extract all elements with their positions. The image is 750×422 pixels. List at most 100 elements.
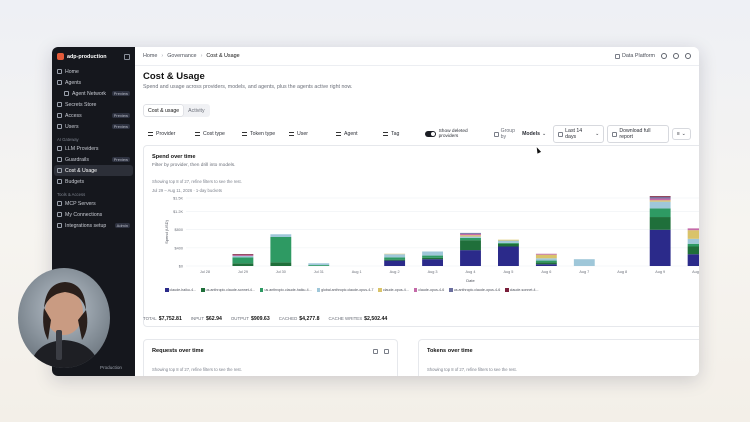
sidebar-item-home[interactable]: Home bbox=[52, 66, 135, 77]
sidebar-item-agent-network[interactable]: Agent Network Preview bbox=[52, 88, 135, 99]
filter-label: Token type bbox=[250, 131, 276, 137]
guardrails-icon bbox=[57, 157, 62, 162]
tokens-over-time-card: Tokens over time Showing top 8 of 27, re… bbox=[418, 339, 699, 376]
legend-label: us.anthropic.claude-sonnet-4... bbox=[205, 288, 255, 293]
total-label: OUTPUT bbox=[230, 316, 249, 321]
legend-label: claude-opus-4... bbox=[382, 288, 409, 293]
chart-legend: claude-haiku-4... us.anthropic.claude-son… bbox=[165, 288, 539, 292]
group-by-select[interactable]: Group by Models ⌄ bbox=[489, 126, 551, 142]
sidebar-item-label: LLM Providers bbox=[65, 145, 99, 152]
sidebar-item-label: Guardrails bbox=[65, 156, 89, 163]
requests-card-actions bbox=[373, 349, 389, 354]
legend-item[interactable]: us.anthropic.claude-sonnet-4... bbox=[201, 288, 255, 292]
workspace-switcher[interactable]: adp-production bbox=[52, 51, 135, 66]
filter-icon bbox=[289, 132, 294, 136]
platform-label: Data Platform bbox=[622, 53, 655, 59]
spend-card-range: Jul 29 – Aug 11, 2026 · 1-day buckets bbox=[152, 188, 222, 193]
filter-label: Agent bbox=[344, 131, 358, 137]
legend-item[interactable]: us.anthropic.claude-opus-4-6 bbox=[449, 288, 500, 292]
legend-item[interactable]: claude-haiku-4... bbox=[165, 288, 196, 292]
legend-item[interactable]: claude-opus-4... bbox=[378, 288, 409, 293]
filter-user[interactable]: User bbox=[284, 129, 328, 139]
sidebar-item-label: Agent Network bbox=[72, 90, 107, 97]
sidebar-item-agents[interactable]: Agents bbox=[52, 77, 135, 88]
total-label: CACHE WRITES bbox=[328, 316, 363, 321]
llm-providers-icon bbox=[57, 146, 62, 151]
filter-icon bbox=[383, 132, 388, 136]
date-range-select[interactable]: Last 14 days ⌄ bbox=[553, 125, 605, 143]
spend-card-note: Showing top 8 of 27, refine filters to s… bbox=[152, 179, 242, 184]
agents-icon bbox=[57, 80, 62, 85]
sidebar-item-my-connections[interactable]: My Connections bbox=[52, 209, 135, 220]
tab-cost-usage[interactable]: Cost & usage bbox=[144, 105, 184, 116]
tokens-card-title: Tokens over time bbox=[427, 348, 473, 354]
sidebar-item-secrets-store[interactable]: Secrets Store bbox=[52, 99, 135, 110]
legend-label: us.anthropic.claude-opus-4-6 bbox=[453, 288, 501, 293]
sidebar-item-integrations-setup[interactable]: Integrations setup Admin bbox=[52, 220, 135, 231]
sidebar-item-label: Budgets bbox=[65, 178, 85, 185]
total-value: $2,502.44 bbox=[364, 316, 388, 322]
spend-over-time-card: Spend over time Filter by provider, then… bbox=[143, 145, 699, 327]
sidebar-item-budgets[interactable]: Budgets bbox=[52, 176, 135, 187]
collapse-sidebar-icon[interactable] bbox=[124, 53, 130, 60]
expand-icon[interactable] bbox=[384, 349, 389, 354]
filter-cost-type[interactable]: Cost type bbox=[190, 129, 234, 139]
sidebar-item-cost-usage[interactable]: Cost & Usage bbox=[54, 165, 133, 176]
sidebar-item-users[interactable]: Users Preview bbox=[52, 121, 135, 132]
legend-swatch bbox=[449, 288, 453, 292]
download-report-button[interactable]: Download full report bbox=[607, 125, 669, 143]
total-value: $62.94 bbox=[206, 316, 222, 322]
filter-token-type[interactable]: Token type bbox=[237, 129, 281, 139]
status-badge: Preview bbox=[111, 123, 130, 130]
breadcrumb-separator: › bbox=[200, 53, 203, 59]
total-total: TOTAL $7,752.81 bbox=[143, 316, 182, 322]
sidebar-item-llm-providers[interactable]: LLM Providers bbox=[52, 143, 135, 154]
legend-item[interactable]: global.anthropic.claude-opus-4-7 bbox=[316, 288, 373, 292]
page-title: Cost & Usage bbox=[143, 71, 205, 82]
download-icon[interactable] bbox=[373, 349, 378, 354]
sidebar-item-label: My Connections bbox=[65, 211, 103, 218]
notifications-icon[interactable] bbox=[673, 53, 679, 59]
legend-label: claude-sonnet-4... bbox=[509, 288, 539, 293]
app-window: adp-production Home Agents Agent Network Pr… bbox=[52, 47, 699, 376]
tab-activity[interactable]: Activity bbox=[188, 107, 205, 114]
help-icon[interactable] bbox=[685, 53, 691, 59]
legend-item[interactable]: us.anthropic.claude-haiku-4... bbox=[259, 288, 312, 292]
filter-agent[interactable]: Agent bbox=[331, 129, 375, 139]
total-label: CACHED bbox=[278, 316, 298, 321]
sidebar-item-guardrails[interactable]: Guardrails Preview bbox=[52, 154, 135, 165]
sidebar-item-access[interactable]: Access Preview bbox=[52, 110, 135, 121]
legend-swatch bbox=[165, 288, 169, 292]
group-by-value: Models bbox=[522, 131, 540, 137]
filter-label: Tag bbox=[391, 131, 400, 137]
filter-tag[interactable]: Tag bbox=[378, 129, 422, 139]
filter-provider[interactable]: Provider bbox=[143, 129, 187, 139]
total-label: INPUT bbox=[190, 316, 205, 321]
legend-swatch bbox=[505, 288, 509, 292]
breadcrumb-governance[interactable]: Governance bbox=[167, 53, 197, 59]
theme-toggle-icon[interactable] bbox=[661, 53, 667, 59]
more-options-button[interactable]: ≡ ⌄ bbox=[671, 128, 691, 140]
status-badge: Preview bbox=[111, 112, 130, 119]
spend-card-subtitle: Filter by provider, then drill into mode… bbox=[152, 163, 236, 168]
sidebar-item-label: Home bbox=[65, 68, 79, 75]
status-badge: Preview bbox=[111, 156, 130, 163]
breadcrumb-home[interactable]: Home bbox=[143, 53, 158, 59]
total-cache-writes: CACHE WRITES $2,502.44 bbox=[328, 316, 387, 322]
platform-switcher[interactable]: Data Platform bbox=[615, 53, 655, 59]
show-deleted-toggle[interactable] bbox=[425, 131, 436, 137]
legend-swatch bbox=[201, 288, 205, 292]
chevron-down-icon: ⌄ bbox=[595, 131, 600, 137]
presenter-silhouette bbox=[30, 282, 100, 368]
sidebar-item-label: Access bbox=[65, 112, 82, 119]
total-input: INPUT $62.94 bbox=[191, 316, 222, 322]
requests-card-note: Showing top 8 of 27, refine filters to s… bbox=[152, 367, 242, 372]
page-subtitle: Spend and usage across providers, models… bbox=[143, 84, 353, 90]
legend-label: claude-opus-4-6 bbox=[418, 288, 445, 293]
legend-item[interactable]: claude-sonnet-4... bbox=[505, 288, 539, 293]
sidebar-item-mcp-servers[interactable]: MCP Servers bbox=[52, 198, 135, 209]
mcp-servers-icon bbox=[57, 201, 62, 206]
legend-swatch bbox=[259, 288, 264, 292]
sidebar-item-label: Users bbox=[65, 123, 79, 130]
legend-item[interactable]: claude-opus-4-6 bbox=[413, 288, 445, 293]
